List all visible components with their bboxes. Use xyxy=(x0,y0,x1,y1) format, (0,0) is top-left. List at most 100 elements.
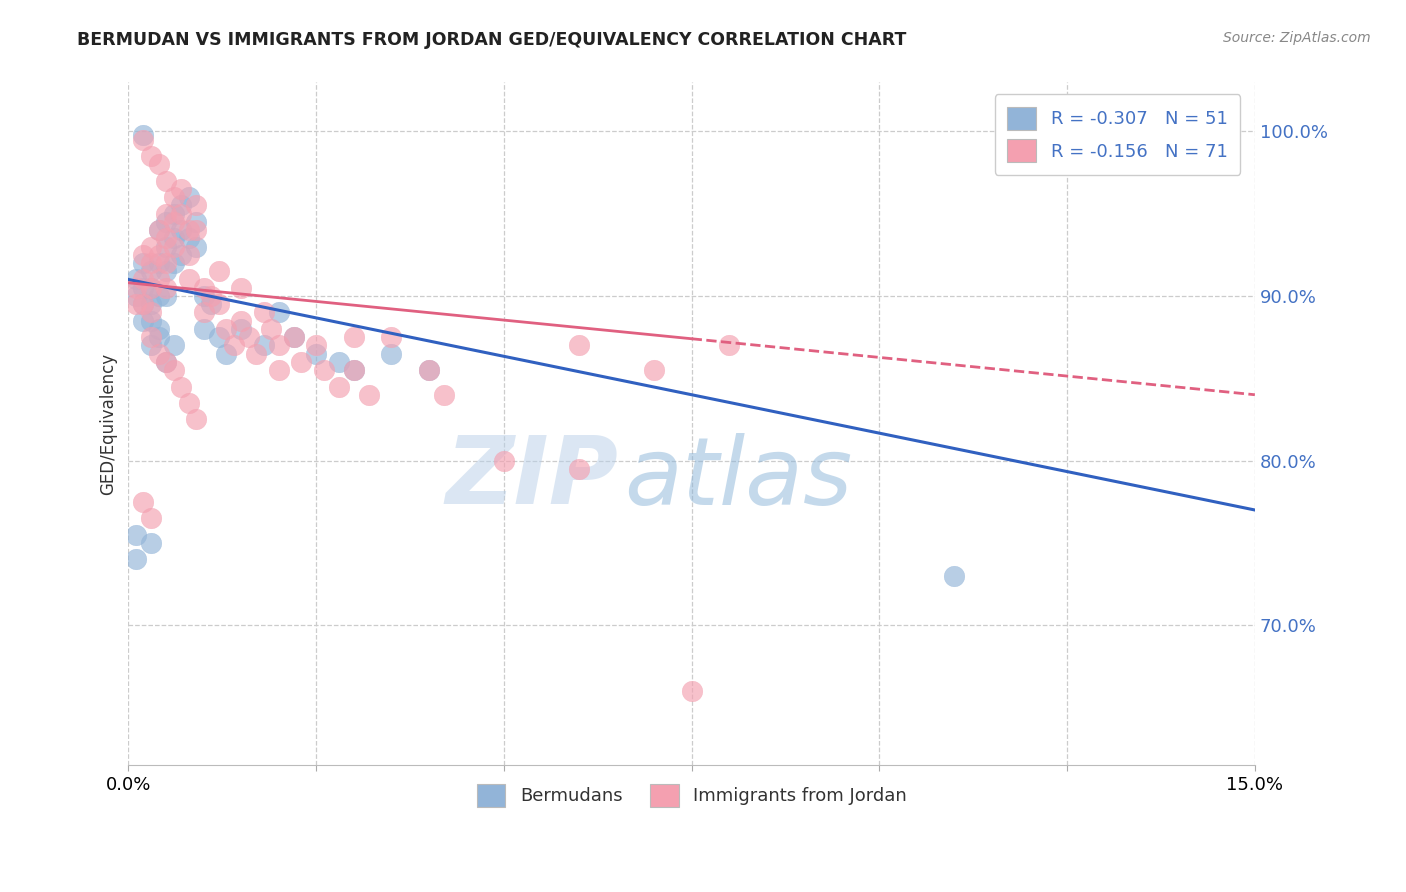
Point xyxy=(238,330,260,344)
Point xyxy=(148,223,170,237)
Point xyxy=(170,182,193,196)
Point xyxy=(139,264,162,278)
Point xyxy=(139,256,162,270)
Point xyxy=(125,297,148,311)
Point xyxy=(148,272,170,286)
Point xyxy=(132,495,155,509)
Point xyxy=(148,248,170,262)
Point xyxy=(125,281,148,295)
Point xyxy=(229,313,252,327)
Point xyxy=(170,198,193,212)
Point xyxy=(139,281,162,295)
Point xyxy=(170,206,193,220)
Point xyxy=(155,355,177,369)
Point xyxy=(568,338,591,352)
Text: atlas: atlas xyxy=(624,433,852,524)
Point xyxy=(162,363,184,377)
Point xyxy=(184,223,207,237)
Point xyxy=(139,239,162,253)
Point xyxy=(267,305,290,319)
Point xyxy=(193,289,215,303)
Point xyxy=(328,355,350,369)
Point xyxy=(260,322,283,336)
Point xyxy=(170,379,193,393)
Point xyxy=(200,289,222,303)
Point xyxy=(492,453,515,467)
Point xyxy=(305,338,328,352)
Point xyxy=(162,256,184,270)
Point xyxy=(132,128,155,142)
Point xyxy=(139,149,162,163)
Text: ZIP: ZIP xyxy=(446,433,619,524)
Point xyxy=(253,338,276,352)
Point xyxy=(312,363,335,377)
Point xyxy=(148,346,170,360)
Point xyxy=(162,231,184,245)
Point xyxy=(207,264,229,278)
Point xyxy=(177,248,200,262)
Point xyxy=(139,536,162,550)
Point xyxy=(193,322,215,336)
Point xyxy=(162,206,184,220)
Point xyxy=(267,363,290,377)
Point xyxy=(139,281,162,295)
Point xyxy=(177,190,200,204)
Point xyxy=(162,190,184,204)
Point xyxy=(148,322,170,336)
Point xyxy=(139,313,162,327)
Point xyxy=(170,223,193,237)
Point xyxy=(343,363,366,377)
Point xyxy=(177,223,200,237)
Point xyxy=(184,215,207,229)
Point xyxy=(139,338,162,352)
Point xyxy=(155,289,177,303)
Point xyxy=(433,388,456,402)
Point xyxy=(215,346,238,360)
Legend: Bermudans, Immigrants from Jordan: Bermudans, Immigrants from Jordan xyxy=(470,777,914,814)
Point xyxy=(229,322,252,336)
Point xyxy=(132,248,155,262)
Point xyxy=(184,198,207,212)
Point xyxy=(253,305,276,319)
Point xyxy=(155,239,177,253)
Point xyxy=(155,231,177,245)
Point xyxy=(132,297,155,311)
Point xyxy=(148,157,170,171)
Point xyxy=(568,462,591,476)
Point xyxy=(718,338,741,352)
Point xyxy=(643,363,665,377)
Point xyxy=(283,330,305,344)
Point xyxy=(343,330,366,344)
Point xyxy=(177,396,200,410)
Point xyxy=(155,281,177,295)
Point xyxy=(132,281,155,295)
Point xyxy=(148,256,170,270)
Point xyxy=(207,297,229,311)
Point xyxy=(155,174,177,188)
Point xyxy=(184,412,207,426)
Point xyxy=(155,264,177,278)
Point xyxy=(139,330,162,344)
Point xyxy=(184,239,207,253)
Text: Source: ZipAtlas.com: Source: ZipAtlas.com xyxy=(1223,31,1371,45)
Point xyxy=(155,256,177,270)
Point xyxy=(148,330,170,344)
Point xyxy=(162,338,184,352)
Text: BERMUDAN VS IMMIGRANTS FROM JORDAN GED/EQUIVALENCY CORRELATION CHART: BERMUDAN VS IMMIGRANTS FROM JORDAN GED/E… xyxy=(77,31,907,49)
Point xyxy=(125,527,148,541)
Point xyxy=(132,297,155,311)
Point xyxy=(139,305,162,319)
Point xyxy=(283,330,305,344)
Point xyxy=(155,355,177,369)
Point xyxy=(943,569,966,583)
Point xyxy=(132,256,155,270)
Point xyxy=(155,215,177,229)
Point xyxy=(200,297,222,311)
Point xyxy=(207,330,229,344)
Point xyxy=(418,363,440,377)
Point xyxy=(132,313,155,327)
Point xyxy=(328,379,350,393)
Point xyxy=(132,132,155,146)
Point xyxy=(155,206,177,220)
Point xyxy=(245,346,267,360)
